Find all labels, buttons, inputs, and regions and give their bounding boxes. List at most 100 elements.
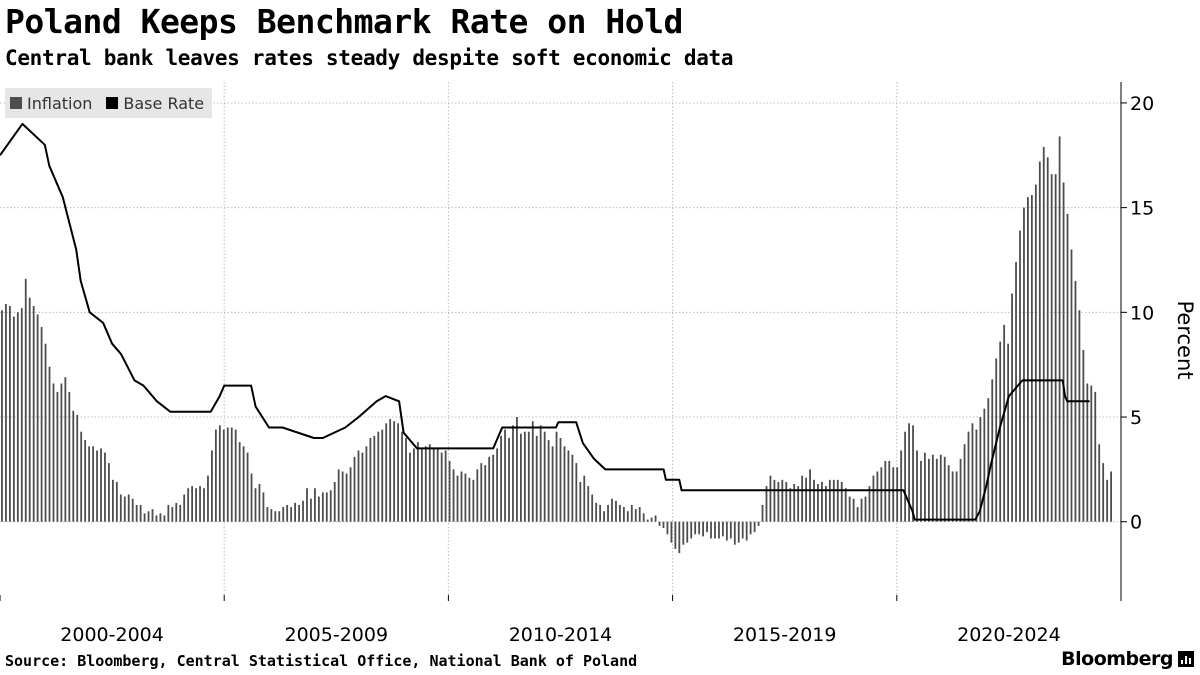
inflation-bar[interactable] — [80, 431, 83, 522]
inflation-bar[interactable] — [234, 429, 237, 522]
inflation-bar[interactable] — [519, 433, 522, 522]
inflation-bar[interactable] — [476, 469, 479, 522]
inflation-bar[interactable] — [599, 504, 602, 522]
inflation-bar[interactable] — [880, 467, 883, 522]
inflation-bar[interactable] — [167, 504, 170, 522]
inflation-bar[interactable] — [36, 314, 39, 522]
inflation-bar[interactable] — [733, 521, 736, 545]
inflation-bar[interactable] — [222, 429, 225, 522]
inflation-bar[interactable] — [975, 429, 978, 522]
inflation-bar[interactable] — [199, 486, 201, 522]
inflation-bar[interactable] — [492, 454, 495, 522]
inflation-bar[interactable] — [737, 521, 740, 543]
inflation-bar[interactable] — [682, 521, 685, 545]
inflation-bar[interactable] — [523, 431, 526, 522]
inflation-bar[interactable] — [638, 507, 641, 522]
legend-item-base-rate[interactable]: Base Rate — [106, 94, 204, 113]
inflation-bar[interactable] — [88, 446, 91, 522]
inflation-bar[interactable] — [951, 471, 954, 522]
inflation-bar[interactable] — [801, 475, 804, 522]
inflation-bar[interactable] — [96, 450, 98, 522]
inflation-bar[interactable] — [333, 481, 336, 522]
inflation-bar[interactable] — [440, 452, 443, 522]
inflation-bar[interactable] — [92, 446, 94, 522]
inflation-bar[interactable] — [321, 492, 324, 522]
inflation-bar[interactable] — [353, 456, 356, 522]
inflation-bar[interactable] — [444, 450, 447, 522]
inflation-bar[interactable] — [698, 521, 701, 535]
inflation-bar[interactable] — [179, 504, 182, 522]
inflation-bar[interactable] — [115, 481, 118, 522]
inflation-bar[interactable] — [1011, 293, 1013, 522]
inflation-bar[interactable] — [298, 504, 300, 522]
inflation-bar[interactable] — [805, 477, 807, 522]
inflation-bar[interactable] — [662, 521, 665, 528]
inflation-bar[interactable] — [535, 435, 538, 522]
inflation-bar[interactable] — [686, 521, 689, 543]
inflation-bar[interactable] — [872, 475, 875, 522]
inflation-bar[interactable] — [979, 417, 982, 522]
inflation-bar[interactable] — [512, 425, 514, 522]
inflation-bar[interactable] — [860, 498, 863, 522]
inflation-bar[interactable] — [262, 492, 265, 522]
inflation-bar[interactable] — [405, 437, 407, 522]
inflation-bar[interactable] — [60, 383, 63, 522]
inflation-bar[interactable] — [207, 475, 209, 522]
inflation-bar[interactable] — [516, 417, 518, 522]
inflation-bar[interactable] — [464, 473, 467, 522]
inflation-bar[interactable] — [702, 521, 704, 537]
inflation-bar[interactable] — [401, 431, 403, 522]
inflation-bar[interactable] — [1042, 146, 1045, 522]
inflation-bar[interactable] — [931, 454, 934, 522]
inflation-bar[interactable] — [983, 408, 986, 522]
inflation-bar[interactable] — [472, 479, 475, 522]
inflation-bar[interactable] — [999, 341, 1002, 522]
inflation-bar[interactable] — [1, 310, 3, 522]
inflation-bar[interactable] — [749, 521, 752, 535]
inflation-bar[interactable] — [504, 429, 506, 522]
inflation-bar[interactable] — [722, 521, 724, 537]
inflation-bar[interactable] — [345, 473, 348, 522]
inflation-bar[interactable] — [500, 435, 502, 522]
inflation-bar[interactable] — [543, 431, 546, 522]
inflation-bar[interactable] — [955, 471, 958, 522]
inflation-bar[interactable] — [963, 444, 966, 522]
inflation-bar[interactable] — [1050, 174, 1053, 522]
inflation-bar[interactable] — [622, 507, 625, 522]
inflation-bar[interactable] — [377, 431, 380, 522]
inflation-bar[interactable] — [1007, 343, 1010, 522]
inflation-bar[interactable] — [100, 448, 102, 522]
base-rate-line[interactable] — [0, 122, 1090, 521]
inflation-bar[interactable] — [195, 488, 197, 522]
inflation-bar[interactable] — [797, 486, 800, 522]
inflation-bar[interactable] — [583, 475, 586, 522]
inflation-bar[interactable] — [607, 504, 609, 522]
inflation-bar[interactable] — [104, 452, 106, 522]
inflation-bar[interactable] — [1090, 385, 1093, 522]
inflation-bar[interactable] — [1030, 195, 1033, 522]
inflation-bar[interactable] — [456, 475, 459, 522]
inflation-bar[interactable] — [5, 303, 7, 522]
inflation-bar[interactable] — [615, 500, 617, 522]
inflation-bar[interactable] — [753, 521, 756, 533]
inflation-bar[interactable] — [64, 377, 67, 522]
inflation-bar[interactable] — [1062, 182, 1065, 522]
inflation-bar[interactable] — [159, 513, 162, 522]
inflation-bar[interactable] — [642, 513, 645, 522]
inflation-bar[interactable] — [579, 481, 582, 522]
inflation-bar[interactable] — [706, 521, 708, 533]
inflation-bar[interactable] — [646, 519, 649, 522]
inflation-bar[interactable] — [595, 502, 598, 522]
inflation-bar[interactable] — [920, 460, 922, 522]
inflation-bar[interactable] — [939, 454, 942, 522]
inflation-bar[interactable] — [270, 509, 273, 522]
inflation-bar[interactable] — [127, 494, 130, 522]
inflation-bar[interactable] — [508, 437, 510, 522]
inflation-bar[interactable] — [836, 479, 839, 522]
inflation-bar[interactable] — [729, 521, 732, 539]
inflation-bar[interactable] — [294, 502, 296, 522]
inflation-bar[interactable] — [943, 456, 946, 522]
inflation-bar[interactable] — [1054, 174, 1057, 522]
inflation-bar[interactable] — [1034, 184, 1037, 522]
inflation-bar[interactable] — [191, 486, 194, 522]
